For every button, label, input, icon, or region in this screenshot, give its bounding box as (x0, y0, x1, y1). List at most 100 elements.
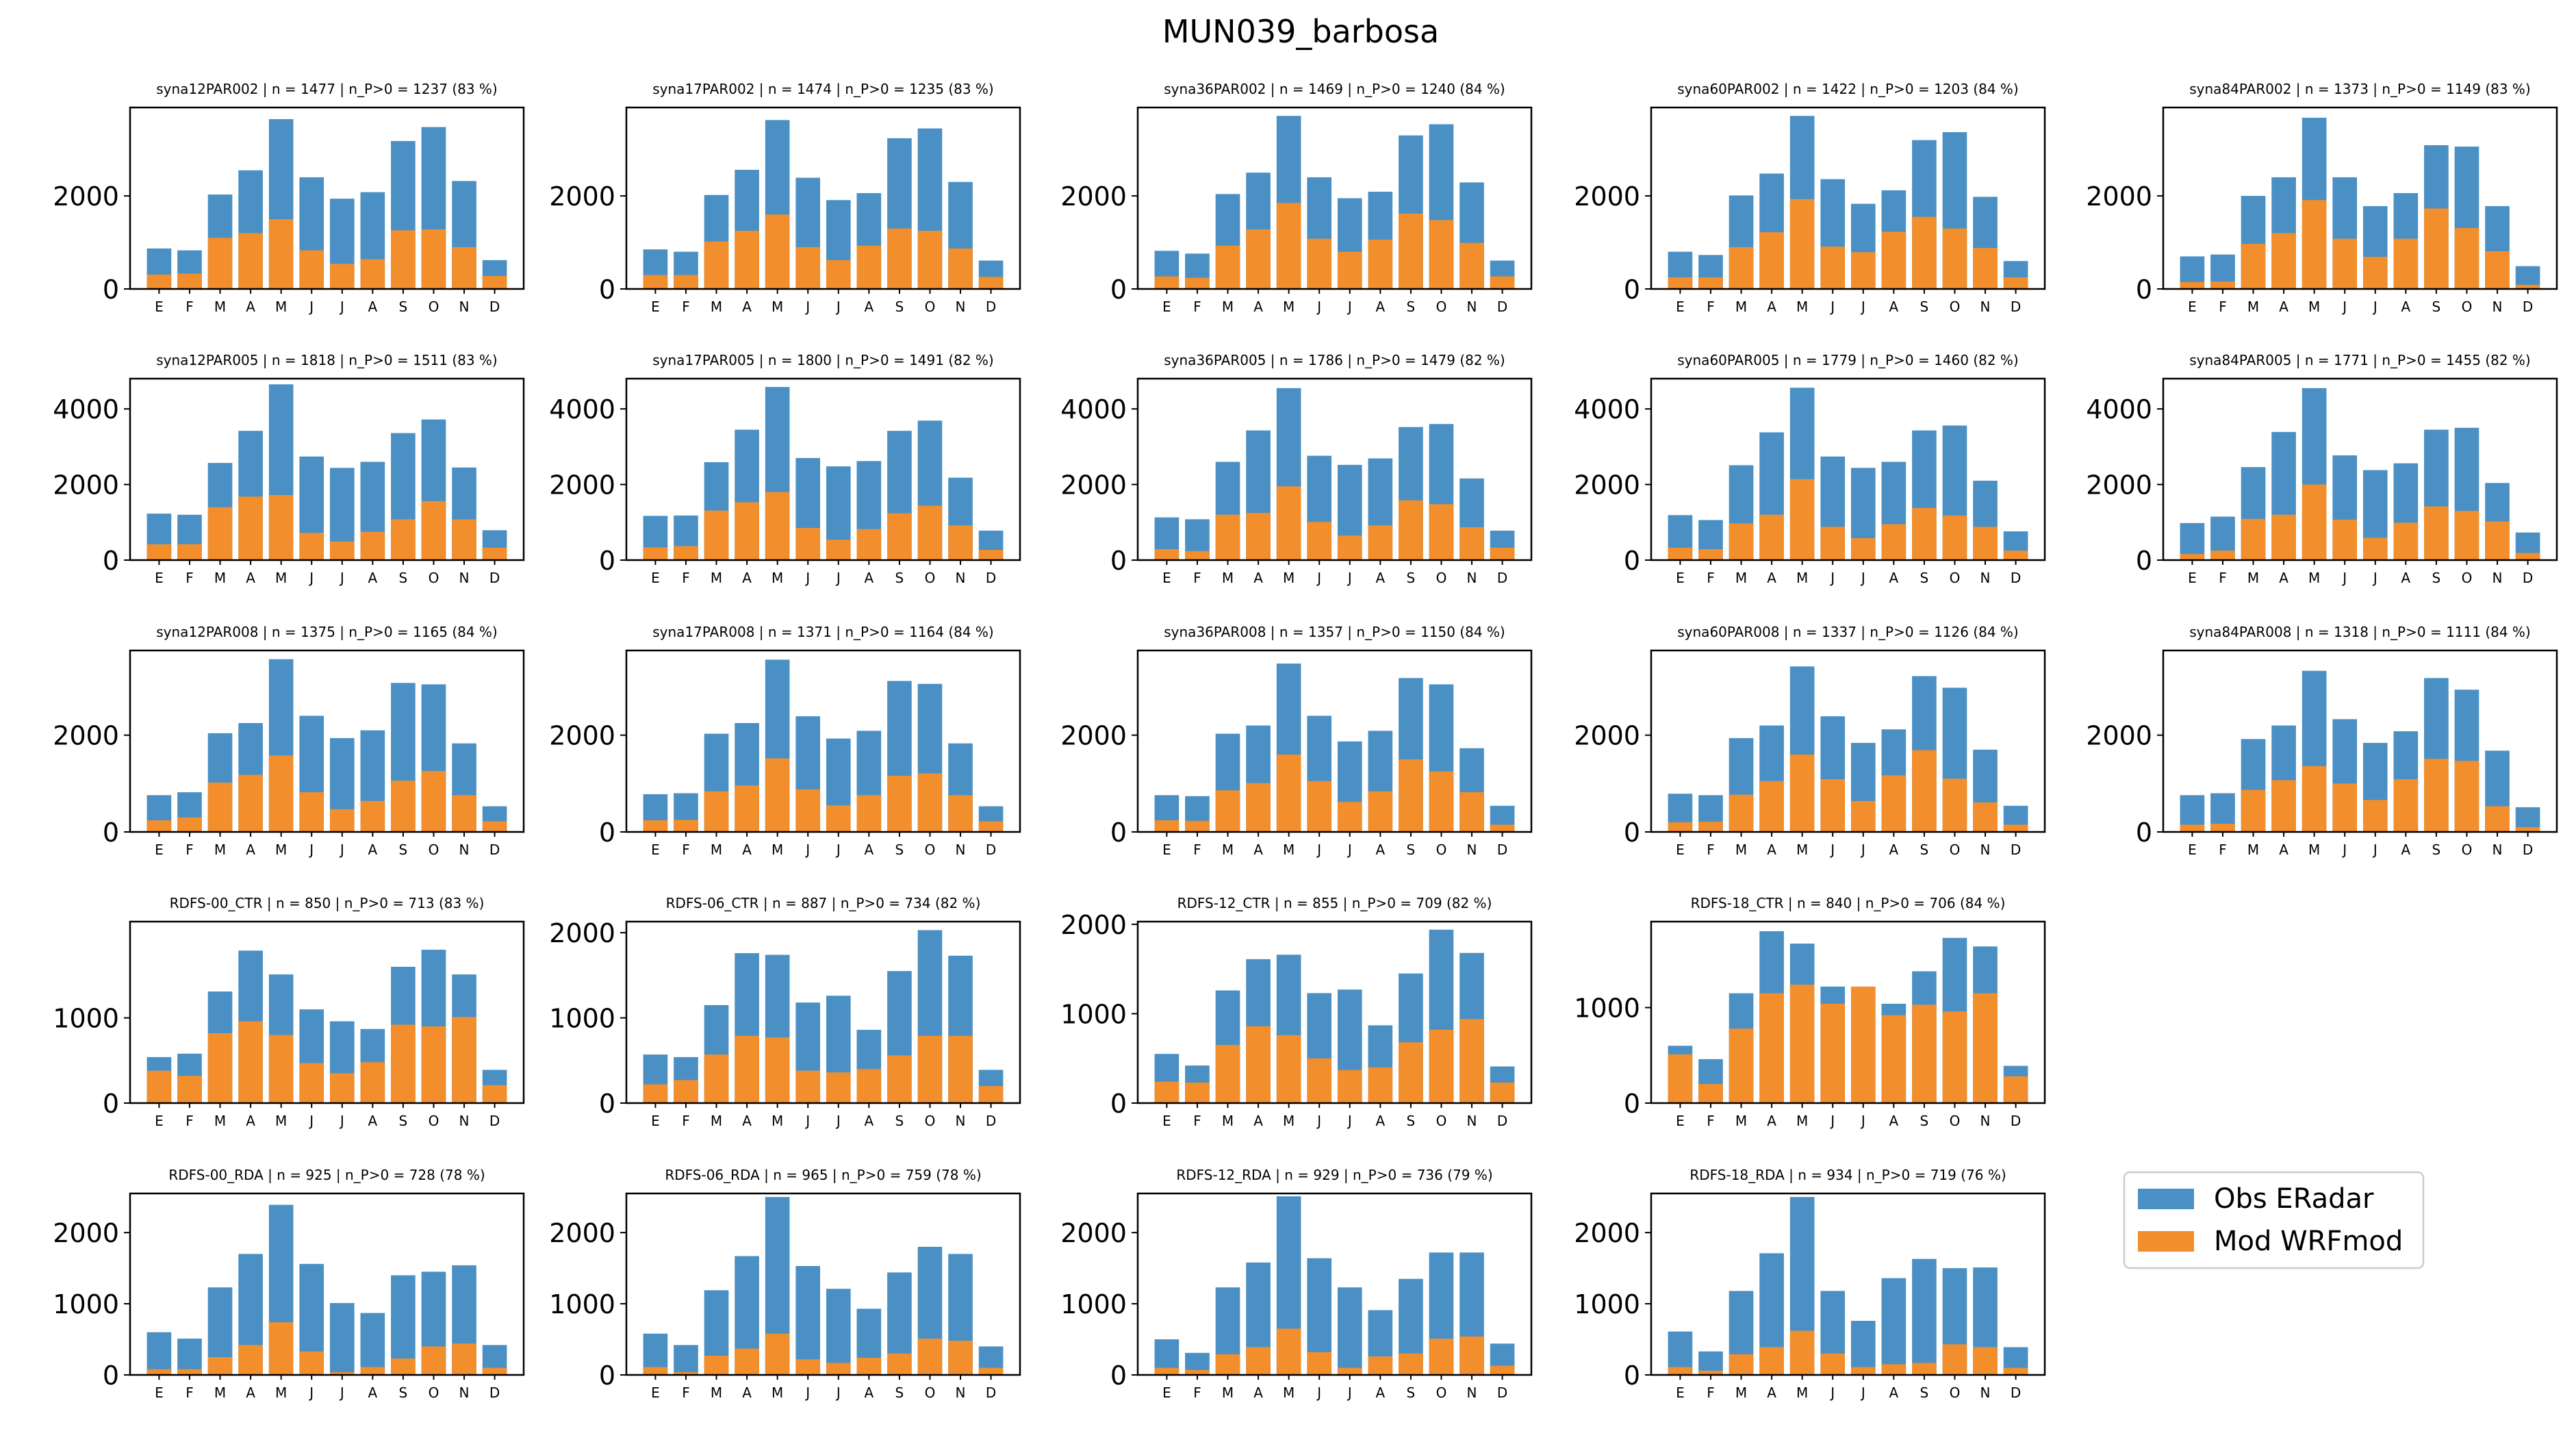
x-tick-label: A (1767, 570, 1776, 586)
panel-title: RDFS-12_RDA | n = 929 | n_P>0 = 736 (79 … (1176, 1167, 1492, 1183)
x-tick-label: J (308, 570, 314, 586)
bar-mod (704, 510, 729, 560)
bar-mod (2180, 824, 2205, 832)
bar-mod (1729, 794, 1754, 832)
bar-mod (978, 821, 1004, 832)
bar-mod (2271, 514, 2296, 560)
y-tick-label: 2000 (549, 918, 615, 948)
x-tick-label: E (155, 842, 164, 858)
bar-mod (207, 782, 233, 832)
bar-mod (2003, 1367, 2028, 1375)
bar-obs (360, 1313, 385, 1375)
axes-frame (1136, 920, 1533, 1104)
x-tick-label: M (275, 1113, 287, 1129)
x-tick-label: N (459, 1113, 470, 1129)
x-tick-label: O (429, 299, 439, 315)
x-tick-label: N (459, 842, 470, 858)
x-tick-label: E (651, 299, 660, 315)
x-tick-label: S (2432, 570, 2441, 586)
y-tick-label: 2000 (1060, 910, 1127, 940)
y-tick-label: 0 (2136, 818, 2152, 848)
bar-mod (2271, 233, 2296, 289)
bar-mod (2332, 519, 2358, 560)
bar-mod (329, 541, 355, 560)
bar-mod (1459, 242, 1484, 289)
x-tick-label: D (986, 842, 996, 858)
panel-title: syna60PAR002 | n = 1422 | n_P>0 = 1203 (… (1677, 81, 2019, 97)
x-tick-label: J (339, 1113, 344, 1129)
panel-title: syna12PAR005 | n = 1818 | n_P>0 = 1511 (… (156, 352, 498, 368)
bar-mod (1759, 232, 1784, 289)
x-tick-label: D (2011, 570, 2021, 586)
x-tick-label: E (1162, 299, 1171, 315)
bar-mod (643, 1367, 668, 1375)
x-tick-label: J (2372, 842, 2377, 858)
axes-frame (625, 649, 1021, 833)
x-tick-label: O (925, 1113, 936, 1129)
x-tick-label: M (214, 842, 226, 858)
bar-obs (1881, 1278, 1907, 1375)
bar-obs (795, 1266, 821, 1375)
y-tick-label: 1000 (549, 1289, 615, 1319)
bar-mod (643, 275, 668, 289)
x-tick-label: D (1497, 842, 1507, 858)
x-tick-label: F (1707, 1384, 1715, 1401)
bar-mod (1429, 504, 1454, 560)
bar-mod (1399, 500, 1423, 560)
x-tick-label: F (186, 842, 194, 858)
bar-mod (1820, 1353, 1846, 1375)
x-tick-label: D (1497, 299, 1507, 315)
panel-title: RDFS-06_RDA | n = 965 | n_P>0 = 759 (78 … (665, 1167, 981, 1183)
bar-mod (238, 1021, 263, 1103)
y-tick-label: 2000 (53, 1218, 119, 1248)
y-tick-label: 0 (2136, 275, 2152, 305)
bar-mod (360, 1062, 385, 1103)
x-tick-label: E (155, 570, 164, 586)
bar-mod (948, 525, 973, 560)
x-tick-label: J (804, 570, 810, 586)
panel-title: syna12PAR008 | n = 1375 | n_P>0 = 1165 (… (156, 624, 498, 640)
x-tick-label: N (956, 842, 966, 858)
bar-mod (177, 1369, 202, 1375)
panel-20: RDFS-00_RDA | n = 925 | n_P>0 = 728 (78 … (53, 1167, 525, 1401)
x-tick-label: N (1980, 1113, 1991, 1129)
x-tick-label: A (246, 1384, 255, 1401)
x-tick-label: N (1980, 1384, 1991, 1401)
x-tick-label: D (2523, 299, 2533, 315)
x-tick-label: M (2308, 299, 2320, 315)
y-tick-label: 4000 (1574, 394, 1640, 425)
x-tick-label: A (2401, 299, 2411, 315)
x-tick-label: D (1497, 1113, 1507, 1129)
x-tick-label: S (895, 1113, 904, 1129)
bar-mod (735, 1035, 759, 1103)
y-tick-label: 2000 (2086, 721, 2152, 751)
x-tick-label: J (1829, 570, 1835, 586)
bar-mod (1307, 238, 1332, 289)
bar-mod (1759, 1347, 1784, 1375)
bar-mod (2393, 779, 2419, 832)
x-tick-label: N (956, 1384, 966, 1401)
y-tick-label: 0 (1110, 1089, 1127, 1119)
bar-mod (795, 1359, 821, 1375)
bar-mod (2210, 823, 2235, 832)
x-tick-label: E (155, 1384, 164, 1401)
bar-mod (1942, 1011, 1967, 1103)
bar-obs (1850, 1321, 1876, 1375)
x-tick-label: O (1950, 570, 1961, 586)
legend: Obs ERadar Mod WRFmod (2123, 1171, 2425, 1269)
axes-frame (1650, 920, 2046, 1104)
x-tick-label: A (1889, 1384, 1899, 1401)
x-tick-label: M (1796, 1384, 1808, 1401)
x-tick-label: D (489, 570, 500, 586)
x-tick-label: J (308, 1113, 314, 1129)
x-tick-label: M (2308, 842, 2320, 858)
x-tick-label: E (1676, 299, 1685, 315)
bar-mod (795, 246, 821, 289)
x-tick-label: A (742, 570, 752, 586)
x-tick-label: F (1193, 299, 1201, 315)
x-tick-label: A (1376, 1384, 1386, 1401)
y-tick-label: 0 (599, 546, 615, 576)
x-tick-label: A (742, 1384, 752, 1401)
bar-mod (2241, 789, 2266, 832)
bar-mod (1759, 514, 1784, 560)
